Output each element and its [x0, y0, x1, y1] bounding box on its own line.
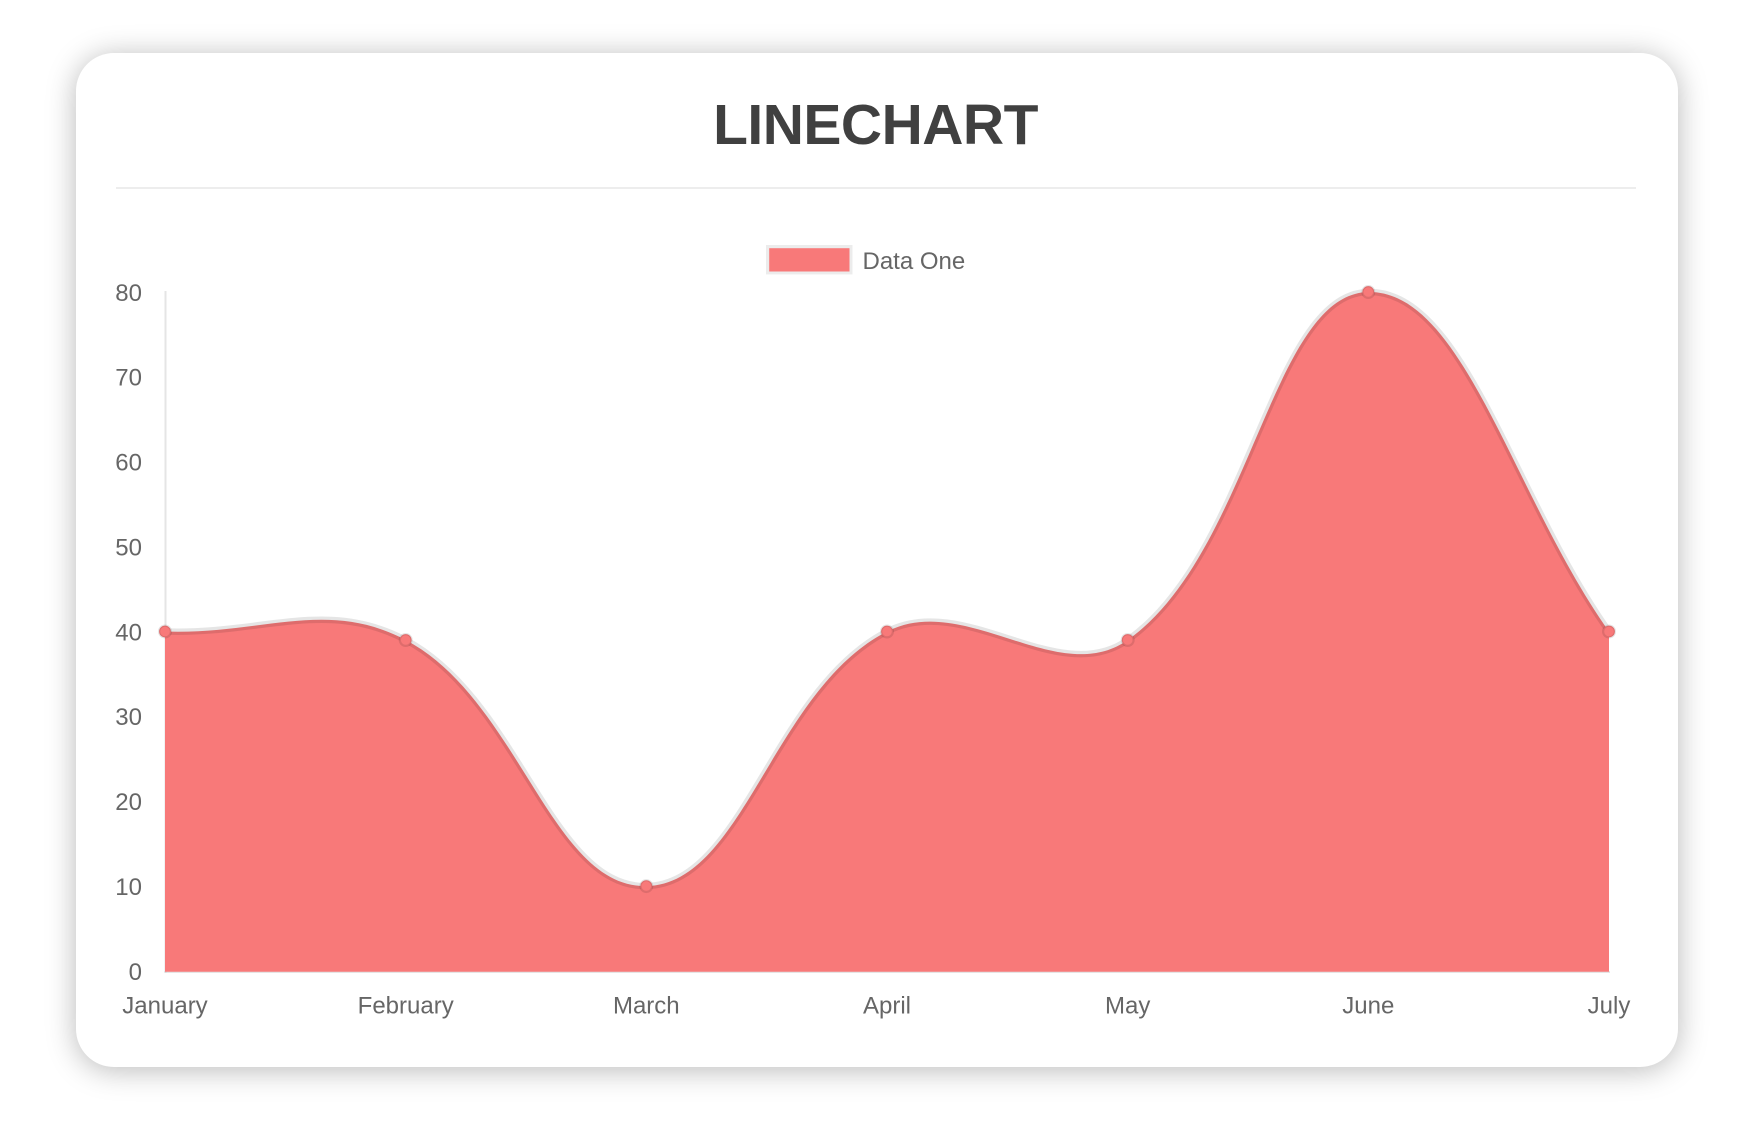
svg-text:60: 60 [115, 450, 142, 477]
svg-text:40: 40 [115, 619, 142, 646]
svg-text:February: February [358, 993, 454, 1020]
svg-text:0: 0 [129, 959, 142, 986]
svg-text:70: 70 [115, 365, 142, 392]
svg-text:10: 10 [115, 874, 142, 901]
svg-text:80: 80 [115, 280, 142, 307]
svg-text:January: January [122, 993, 207, 1020]
svg-text:March: March [613, 993, 680, 1020]
svg-text:Data One: Data One [863, 248, 966, 275]
svg-text:June: June [1342, 993, 1394, 1020]
svg-text:50: 50 [115, 534, 142, 561]
svg-text:20: 20 [115, 789, 142, 816]
svg-text:May: May [1105, 993, 1150, 1020]
svg-text:April: April [863, 993, 911, 1020]
svg-text:30: 30 [115, 704, 142, 731]
svg-text:July: July [1588, 993, 1631, 1020]
